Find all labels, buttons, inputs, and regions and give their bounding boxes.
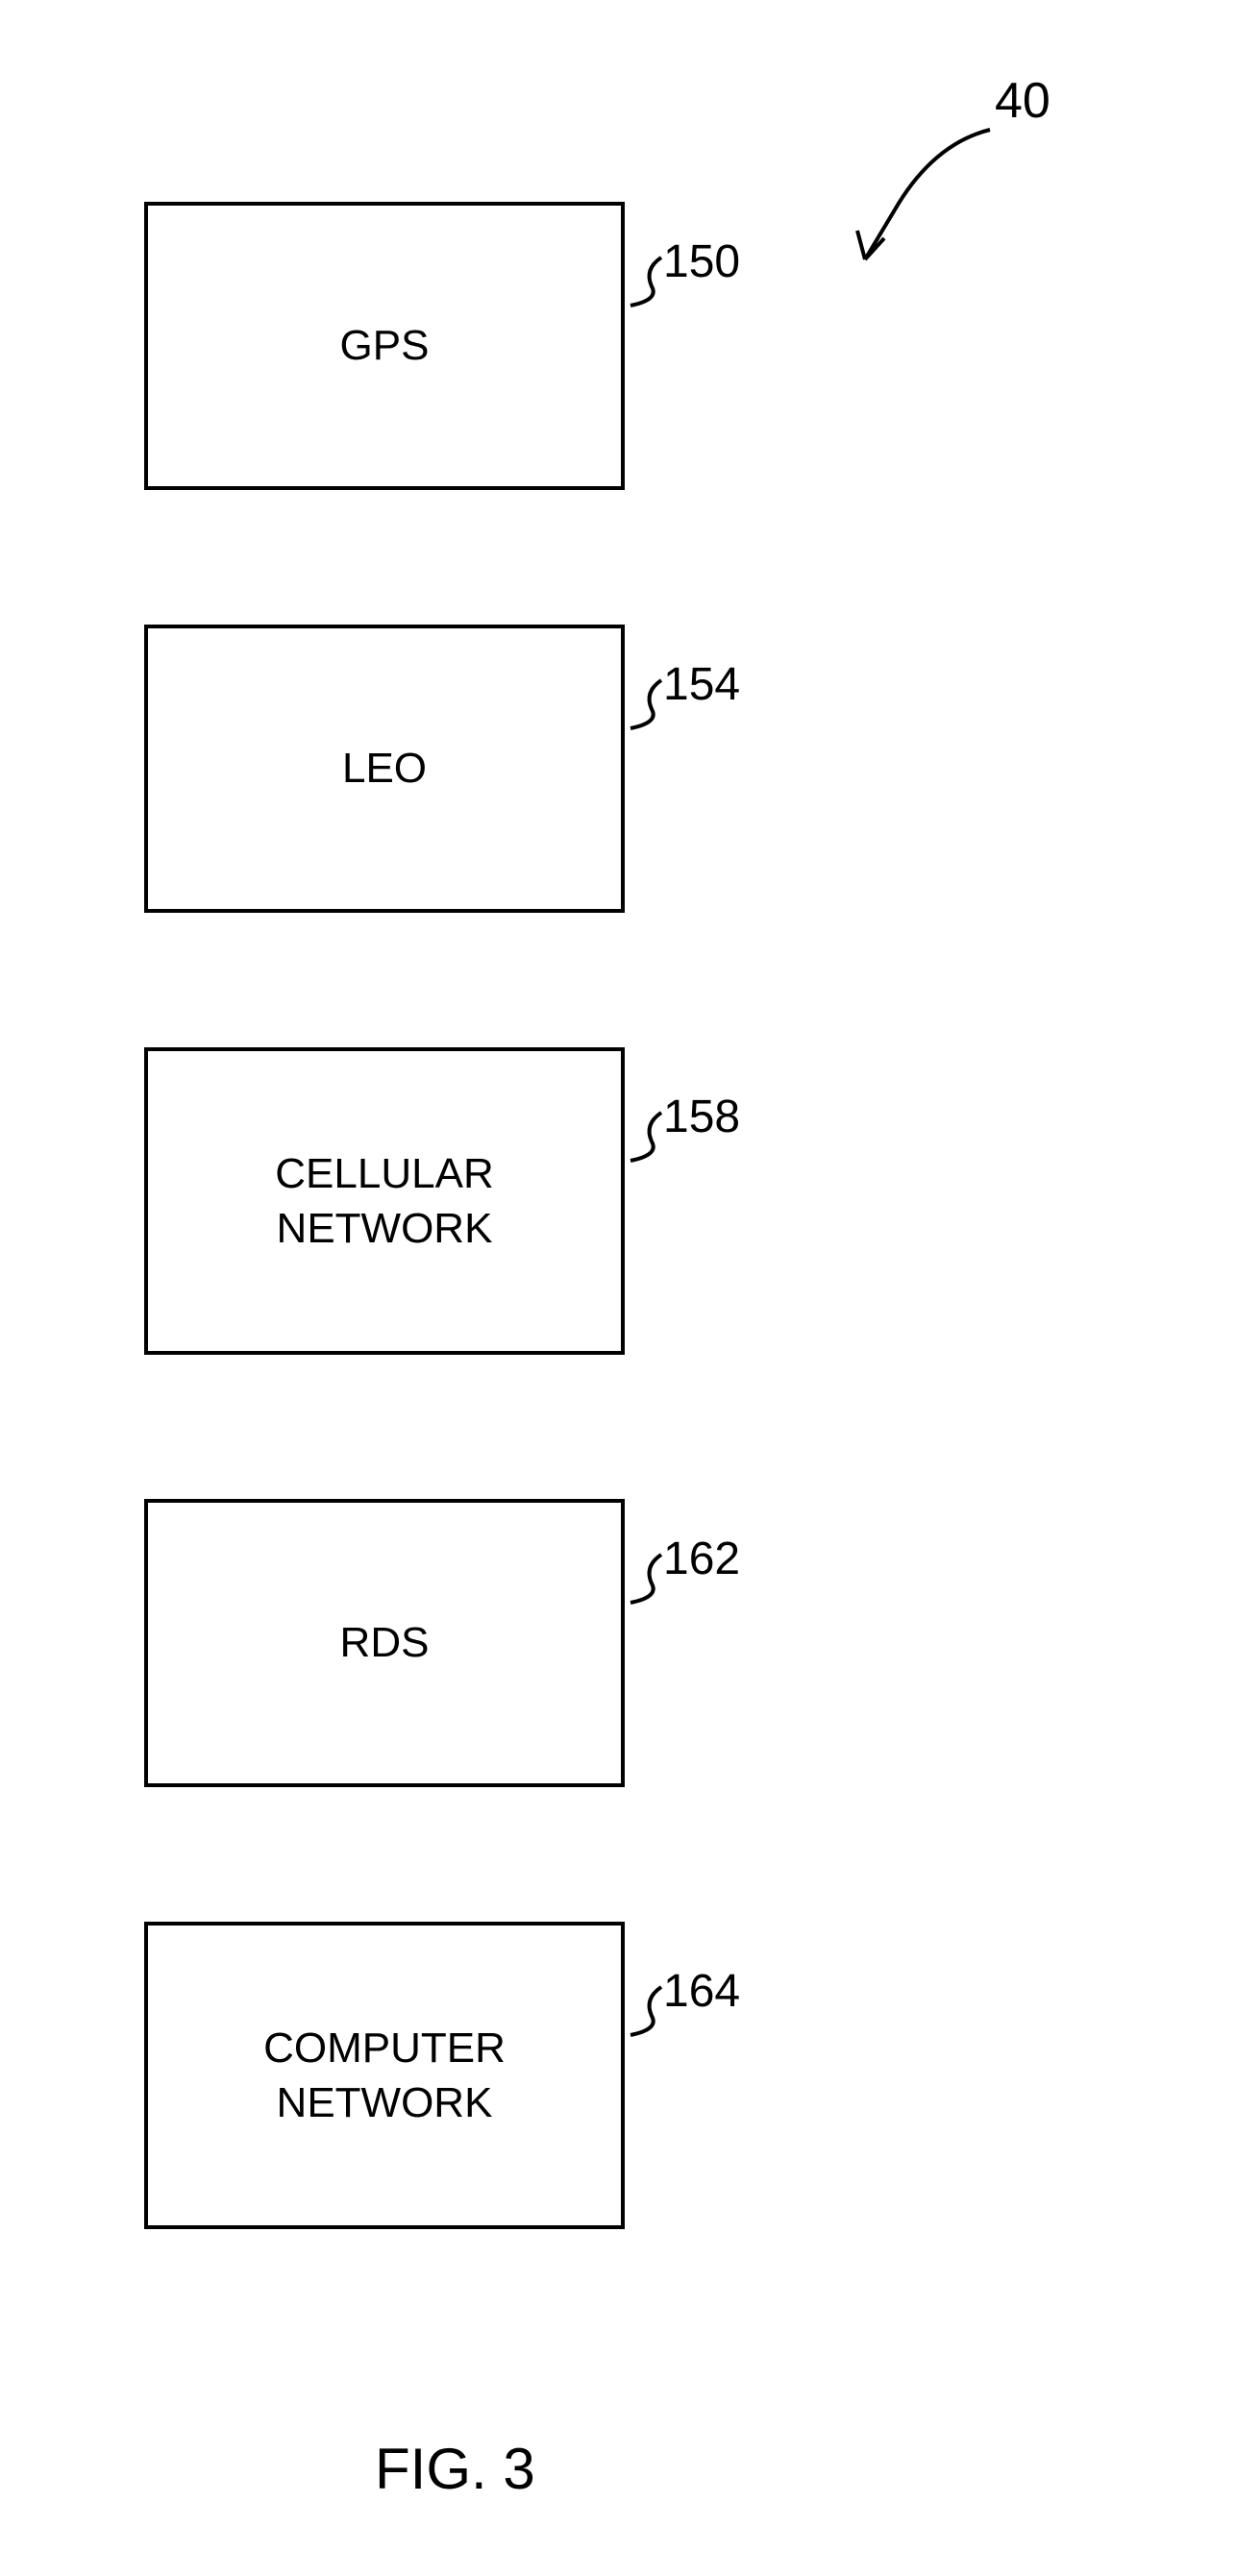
block-gps: GPS xyxy=(144,202,625,490)
block-cellular: CELLULAR NETWORK xyxy=(144,1047,625,1355)
ref-leo: 154 xyxy=(663,658,740,711)
block-leo: LEO xyxy=(144,625,625,913)
block-cellular-label: CELLULAR NETWORK xyxy=(275,1146,493,1256)
ref-cellular: 158 xyxy=(663,1091,740,1143)
ref-computer: 164 xyxy=(663,1965,740,2018)
block-rds-label: RDS xyxy=(340,1615,430,1670)
block-leo-label: LEO xyxy=(342,741,427,796)
block-rds: RDS xyxy=(144,1499,625,1787)
figure-caption: FIG. 3 xyxy=(375,2436,535,2502)
block-computer: COMPUTER NETWORK xyxy=(144,1922,625,2229)
ref-gps: 150 xyxy=(663,235,740,288)
ref-rds: 162 xyxy=(663,1533,740,1585)
block-computer-label: COMPUTER NETWORK xyxy=(263,2021,506,2130)
diagram-root: 40 GPS 150 LEO 154 CELLULAR NETWORK 158 … xyxy=(0,0,1236,2576)
block-gps-label: GPS xyxy=(340,318,430,373)
figure-ref-arrow xyxy=(836,115,1028,269)
